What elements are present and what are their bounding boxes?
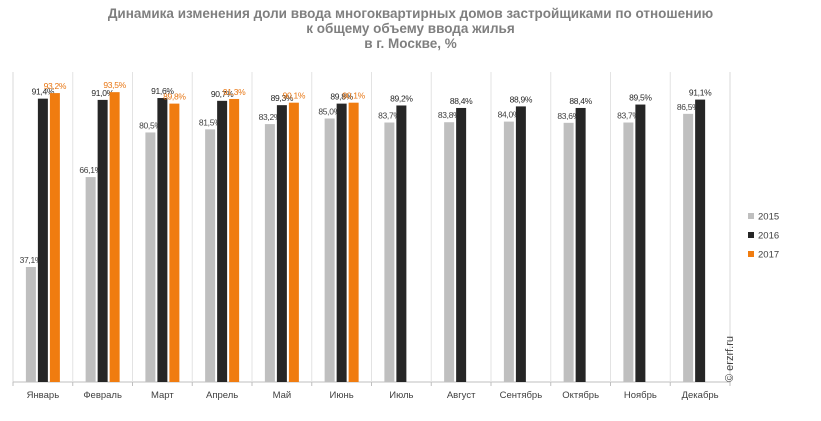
bar-2015 [324,118,335,382]
bar-2016 [635,104,646,383]
bar-2017 [169,103,180,383]
x-tick-label: Февраль [83,390,122,401]
x-tick-label: Декабрь [682,390,719,401]
data-label-2016: 91,1% [689,88,712,98]
legend-label-2017: 2017 [758,250,779,261]
bar-2016 [575,107,586,383]
chart-title-line-1: Динамика изменения доли ввода многокварт… [107,6,714,21]
bar-2016 [37,98,48,382]
data-label-2017: 93,5% [103,80,126,90]
x-tick-label: Май [273,390,292,401]
legend-label-2016: 2016 [758,231,779,242]
bar-2016 [515,106,526,382]
bar-2017 [348,102,359,382]
data-label-2015: 83,8% [438,110,461,120]
data-label-2016: 90,7% [211,89,234,99]
bar-2017 [229,98,240,382]
data-label-2017: 90,1% [283,91,306,101]
data-label-2015: 83,2% [259,112,282,122]
data-label-2015: 85,0% [318,107,341,117]
bar-2015 [444,122,455,382]
data-label-2015: 86,5% [677,102,700,112]
data-label-2016: 89,8% [330,92,353,102]
x-tick-label: Ноябрь [624,390,657,401]
x-tick-label: Сентябрь [500,390,543,401]
bar-2016 [97,99,108,383]
bar-2015 [683,113,694,382]
bar-2016 [336,103,347,383]
data-label-2016: 89,3% [271,93,294,103]
data-label-2016: 88,9% [510,94,533,104]
data-label-2016: 91,0% [91,88,114,98]
bar-2017 [109,92,120,383]
data-label-2015: 66,1% [79,165,102,175]
data-label-2017: 91,3% [223,87,246,97]
chart-title-line-2: к общему объему ввода жилья [306,21,515,36]
data-label-2017: 89,8% [163,92,186,102]
bar-2016 [456,107,467,383]
data-label-2015: 84,0% [498,110,521,120]
data-label-2015: 83,7% [617,111,640,121]
bar-2015 [623,122,634,382]
legend-swatch-2016 [748,232,754,238]
bar-2017 [288,102,299,382]
chart-title-line-3: в г. Москве, % [364,36,457,51]
data-label-2016: 91,6% [151,86,174,96]
data-label-2016: 91,4% [32,87,55,97]
bar-2015 [25,266,36,382]
legend-swatch-2017 [748,251,754,257]
data-label-2016: 88,4% [569,96,592,106]
bar-2015 [563,122,574,382]
bar-2016 [157,98,168,382]
x-tick-label: Август [447,390,476,401]
bar-2015 [384,122,395,382]
bar-2016 [695,99,706,382]
bar-2016 [276,105,287,383]
x-tick-label: Октябрь [562,390,599,401]
x-tick-label: Март [151,390,174,401]
x-tick-label: Июнь [330,390,354,401]
bar-2015 [264,124,275,382]
data-label-2015: 37,1% [20,255,43,265]
data-label-2017: 90,1% [342,91,365,101]
x-tick-label: Январь [27,390,60,401]
bar-2016 [217,100,228,382]
x-tick-label: Июль [389,390,413,401]
legend-swatch-2015 [748,213,754,219]
data-label-2015: 83,6% [557,111,580,121]
data-label-2016: 89,2% [390,93,413,103]
chart-title: Динамика изменения доли ввода многокварт… [0,6,821,51]
legend-label-2015: 2015 [758,212,779,223]
data-label-2015: 83,7% [378,111,401,121]
data-label-2016: 88,4% [450,96,473,106]
x-tick-label: Апрель [206,390,238,401]
bar-2015 [503,121,514,382]
data-label-2017: 93,2% [44,81,67,91]
bar-2017 [49,93,60,382]
bar-2016 [396,105,407,382]
bar-2015 [205,129,216,382]
data-label-2015: 81,5% [199,117,222,127]
data-label-2016: 89,5% [629,93,652,103]
bar-2015 [145,132,156,382]
watermark: © erzrf.ru [724,336,736,382]
data-label-2015: 80,5% [139,120,162,130]
bar-2015 [85,177,96,382]
